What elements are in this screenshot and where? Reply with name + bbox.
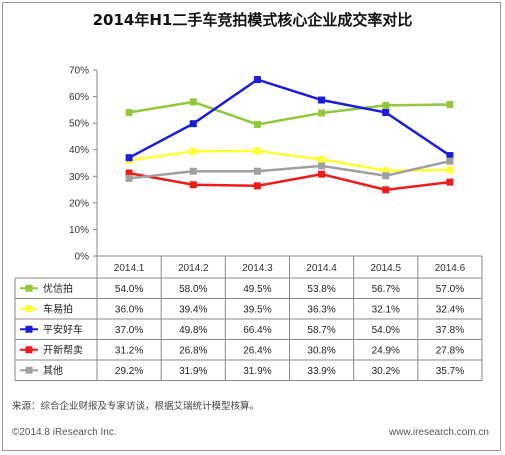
y-tick-label: 50% [69,119,89,130]
data-label: 39.4% [179,304,207,315]
series-name: 优信拍 [43,282,73,295]
data-point [446,166,454,174]
x-tick-label: 2014.1 [114,263,145,274]
series-line [128,149,450,172]
x-tick-label: 2014.5 [370,263,401,274]
y-tick-label: 70% [69,66,89,77]
data-point [125,174,133,182]
data-label: 31.9% [243,366,271,377]
data-label: 32.1% [372,304,400,315]
series-name: 平安好车 [43,323,83,336]
data-point [189,167,197,175]
data-point [446,178,454,186]
source-note: 来源：综合企业财报及专家访谈，根据艾瑞统计模型核算。 [12,401,260,412]
data-label: 36.0% [115,304,143,315]
data-label: 39.5% [243,304,271,315]
data-label: 24.9% [372,345,400,356]
y-tick-label: 20% [69,198,89,209]
data-label: 35.7% [436,366,464,377]
data-point [189,147,197,155]
series-name: 车易拍 [43,302,73,315]
copyright-text: ©2014.8 iResearch Inc. [12,427,117,438]
data-label: 66.4% [243,325,271,336]
data-point [318,109,326,117]
data-label: 30.8% [307,345,335,356]
data-point [125,154,133,162]
data-label: 26.8% [179,345,207,356]
data-point [253,76,261,84]
legend-marker [25,346,33,354]
data-label: 32.4% [436,304,464,315]
data-label: 54.0% [115,284,143,295]
data-label: 53.8% [307,284,335,295]
series-line [128,171,451,192]
series-line [128,78,451,159]
x-tick-label: 2014.6 [435,263,466,274]
data-point [253,147,261,155]
data-point [382,186,390,194]
data-label: 30.2% [372,366,400,377]
data-point [189,181,197,189]
y-tick-label: 10% [69,225,89,236]
data-point [318,162,326,170]
data-label: 31.9% [179,366,207,377]
data-point [382,109,390,117]
data-point [189,120,197,128]
data-point [382,167,390,175]
data-point [446,157,454,165]
legend-marker [25,284,33,292]
data-label: 36.3% [307,304,335,315]
x-tick-label: 2014.2 [178,263,209,274]
legend-marker [25,305,33,313]
series-line [128,159,451,180]
data-label: 49.8% [179,325,207,336]
data-point [253,182,261,190]
data-label: 29.2% [115,366,143,377]
data-point [253,120,261,128]
chart-title: 2014年H1二手车竞拍模式核心企业成交率对比 [92,11,413,29]
data-point [253,167,261,175]
y-tick-label: 40% [69,145,89,156]
data-label: 27.8% [436,345,464,356]
data-point [125,109,133,117]
data-label: 31.2% [115,345,143,356]
website-text: www.iresearch.com.cn [388,427,489,438]
data-point [125,169,133,177]
data-label: 37.0% [115,325,143,336]
data-label: 57.0% [436,284,464,295]
data-label: 26.4% [243,345,271,356]
series-name: 其他 [43,364,63,377]
x-tick-label: 2014.3 [242,263,273,274]
data-point [382,101,390,109]
y-tick-label: 30% [69,172,89,183]
data-point [382,172,390,180]
y-tick-label: 60% [69,92,89,103]
legend-marker [25,366,33,374]
data-label: 33.9% [307,366,335,377]
data-label: 37.8% [436,325,464,336]
data-point [446,152,454,160]
legend-marker [25,325,33,333]
data-point [189,98,197,106]
data-point [446,101,454,109]
data-label: 58.0% [179,284,207,295]
data-label: 54.0% [372,325,400,336]
data-point [318,96,326,104]
data-label: 56.7% [372,284,400,295]
series-line [128,100,450,126]
data-label: 49.5% [243,284,271,295]
x-tick-label: 2014.4 [306,263,337,274]
series-name: 开新帮卖 [43,343,83,356]
data-point [318,170,326,178]
data-label: 58.7% [307,325,335,336]
data-point [318,156,326,164]
y-tick-label: 0% [75,252,90,263]
